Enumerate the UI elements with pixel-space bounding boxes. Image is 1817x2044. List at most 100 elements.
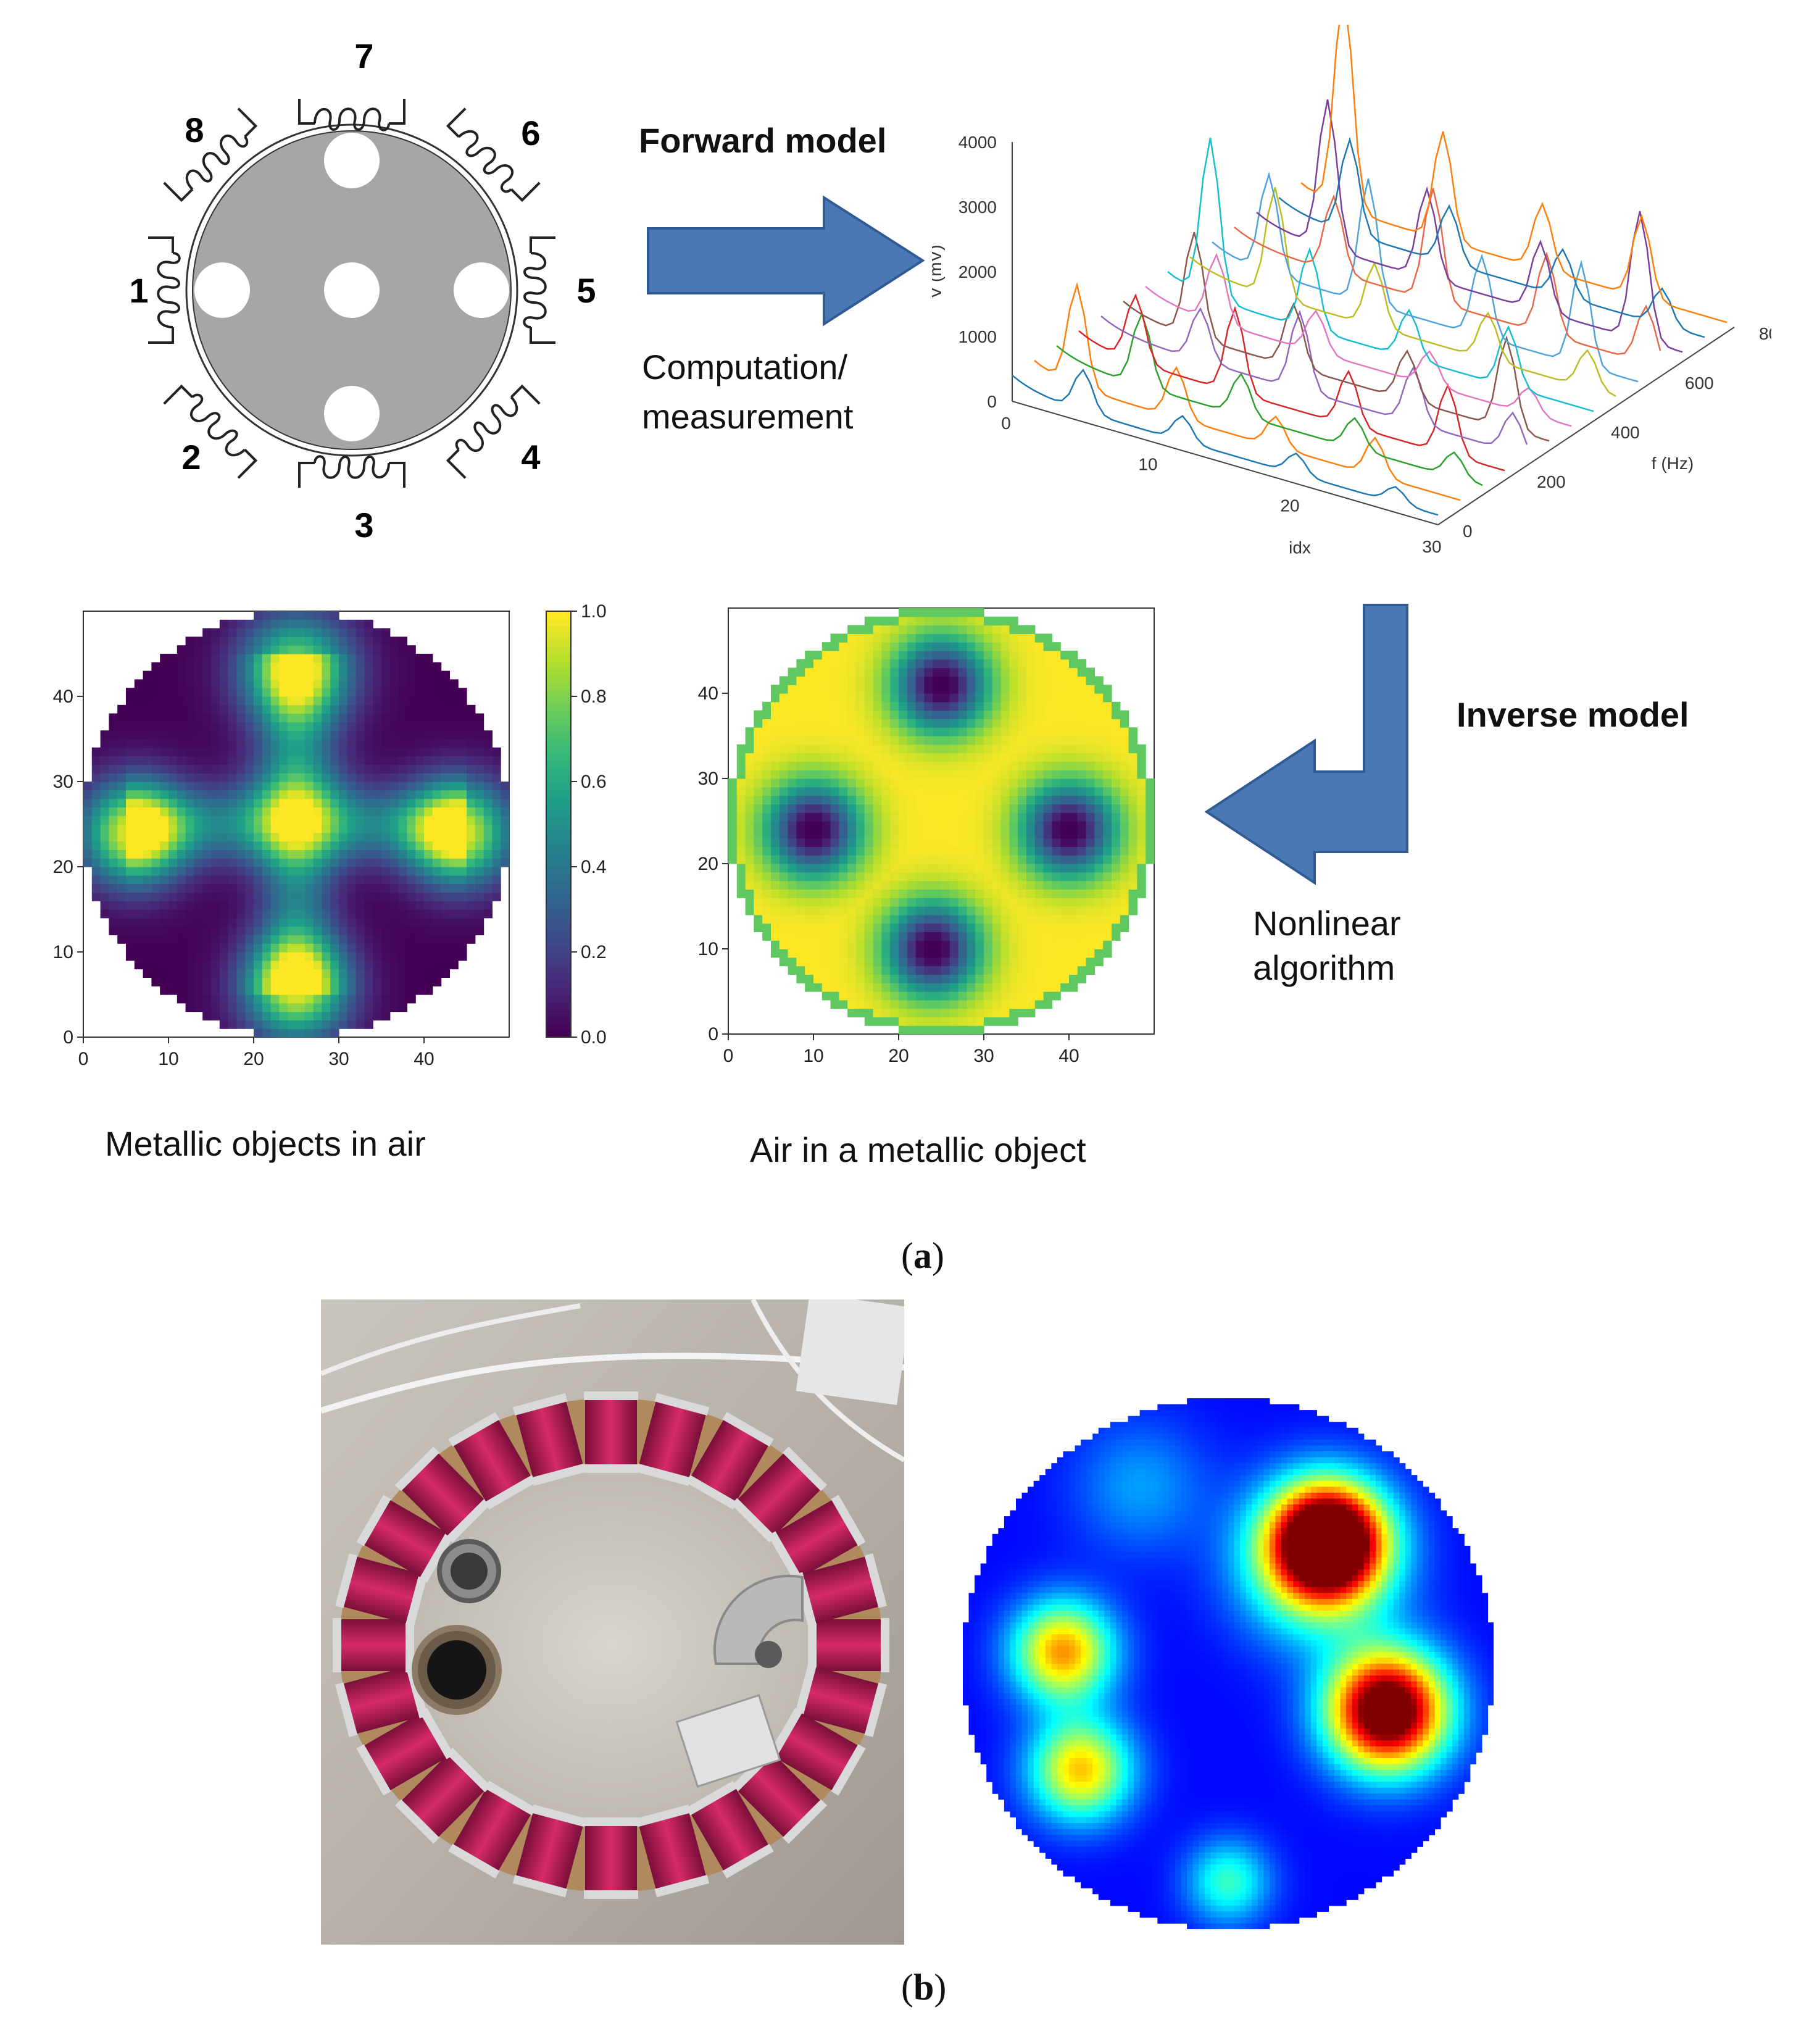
spectrum-line: [1100, 307, 1528, 445]
hole-bottom: [324, 386, 380, 441]
spectrum-line: [1300, 25, 1728, 323]
heatmap-metallic-objects: 0 10 20 30 40 0 10 20 30 40 0.0 0.2 0.4 0.6 0.8 1.0: [53, 601, 607, 1068]
colorbar-tick-label: 1.0: [581, 601, 607, 622]
panel-a-letter: a: [913, 1235, 932, 1276]
freq-tick-label: 200: [1537, 472, 1566, 491]
y-tick-label: 10: [698, 939, 718, 959]
panel-a-close: ): [931, 1235, 944, 1276]
colorbar-tick-label: 0.0: [581, 1027, 607, 1048]
coil-3-icon: [298, 455, 405, 489]
hole-right: [454, 262, 509, 318]
coil-number-1: 1: [129, 271, 148, 310]
coil-photo-element: [686, 1780, 774, 1879]
freq-tick-label: 600: [1685, 373, 1714, 393]
coil-5-icon: [523, 236, 557, 344]
idx-tick-label: 30: [1422, 537, 1441, 556]
y-tick-label: 20: [53, 857, 73, 877]
spectrum-line: [1189, 187, 1616, 397]
freq-tick-label: 800: [1759, 324, 1771, 343]
heatmap-cells: [83, 611, 510, 1038]
heatmap-air-in-metal: 0 10 20 30 40 0 10 20 30 40: [698, 607, 1155, 1066]
coil-photo-element: [636, 1393, 710, 1486]
x-tick-label: 10: [158, 1049, 178, 1068]
heatmap-cells: [728, 608, 1155, 1035]
coil-1-icon: [147, 236, 181, 344]
coil-photo-element: [356, 1495, 454, 1583]
coil-photo-element: [794, 1663, 888, 1737]
spectrum-line: [1256, 99, 1683, 353]
coil-photo-element: [356, 1708, 454, 1796]
panel-b-close: ): [934, 1967, 947, 2008]
inverse-model-title: Inverse model: [1457, 695, 1689, 734]
colorbar-tick-label: 0.8: [581, 686, 607, 707]
spectrum-line: [1056, 312, 1483, 486]
coil-photo-element: [335, 1663, 428, 1737]
forward-subtitle-line2: measurement: [642, 397, 854, 436]
panel-b-letter: b: [913, 1967, 934, 2008]
y-tick-label: 0: [63, 1027, 73, 1048]
coil-photo-element: [808, 1618, 889, 1672]
heatmap2-caption: Air in a metallic object: [750, 1130, 1086, 1169]
object-box: [675, 1694, 781, 1788]
x-tick-label: 40: [414, 1049, 434, 1068]
panel-label-a: (a): [901, 1235, 944, 1277]
y-tick-label: 40: [698, 683, 718, 704]
idx-tick-label: 20: [1280, 496, 1299, 515]
voltage-tick-label: 4000: [958, 133, 997, 152]
forward-arrow-icon: [647, 195, 925, 327]
x-tick-label: 0: [78, 1049, 89, 1068]
coil-photo-element: [512, 1393, 586, 1486]
sensor-ring-photo: [321, 1299, 904, 1945]
voltage-tick-label: 0: [987, 392, 997, 411]
coil-photo-element: [768, 1708, 866, 1796]
forward-model-title: Forward model: [639, 121, 887, 160]
panel-a-open: (: [901, 1235, 913, 1276]
spectrum-line: [1234, 188, 1661, 355]
idx-axis-label: idx: [1289, 538, 1311, 556]
y-tick-label: 30: [698, 769, 718, 789]
voltage-tick-label: 1000: [958, 327, 997, 346]
coil-number-4: 4: [521, 438, 540, 477]
coil-photo-element: [584, 1817, 638, 1899]
colorbar-tick-label: 0.4: [581, 857, 607, 877]
coil-photo-element: [333, 1618, 414, 1672]
coil-photo-element: [448, 1780, 536, 1879]
hole-left: [194, 262, 250, 318]
coil-photo-element: [448, 1412, 536, 1510]
x-tick-label: 10: [803, 1046, 823, 1066]
x-tick-label: 0: [723, 1046, 734, 1066]
forward-subtitle-line1: Computation/: [642, 348, 848, 386]
colorbar: 0.0 0.2 0.4 0.6 0.8 1.0: [546, 601, 607, 1048]
y-tick-label: 10: [53, 942, 73, 962]
hole-top: [324, 133, 380, 188]
spectrum-line: [1278, 136, 1705, 338]
coil-ring-diagram: 7 6 5 4 3 2 1 8: [129, 37, 596, 544]
x-tick-label: 30: [973, 1046, 994, 1066]
coil-photo-element: [512, 1804, 586, 1898]
inverse-subtitle-line2: algorithm: [1253, 948, 1395, 987]
inverse-arrow-icon: [1204, 604, 1408, 885]
coil-photo-element: [394, 1446, 491, 1543]
heatmap-ticks: 0 10 20 30 40 0 10 20 30 40: [698, 683, 1079, 1066]
coil-photo-element: [584, 1391, 638, 1473]
object-gear: [713, 1575, 804, 1665]
coil-photo-element: [794, 1553, 888, 1627]
x-tick-label: 40: [1058, 1046, 1079, 1066]
x-tick-label: 20: [888, 1046, 908, 1066]
coil-number-7: 7: [354, 37, 373, 75]
spectra-3d-plot: 0 10 20 30 0 200 400 600 800 0 1000 2000 3000 4000 idx…: [932, 25, 1771, 556]
y-tick-label: 0: [708, 1024, 718, 1045]
freq-tick-label: 0: [1463, 522, 1473, 541]
coil-photo-element: [686, 1412, 774, 1510]
panel-b-open: (: [901, 1967, 913, 2008]
idx-tick-label: 0: [1001, 414, 1011, 433]
spectrum-line: [1034, 282, 1461, 501]
coil-photo-element: [394, 1748, 491, 1844]
colorbar-tick-label: 0.6: [581, 772, 607, 792]
coil-number-2: 2: [181, 438, 201, 477]
inverse-model-subtitle: Nonlinear algorithm: [1253, 901, 1401, 990]
voltage-tick-label: 2000: [958, 262, 997, 282]
y-tick-label: 40: [53, 686, 73, 707]
spectrum-line: [1012, 369, 1439, 516]
coil-number-5: 5: [576, 271, 596, 310]
